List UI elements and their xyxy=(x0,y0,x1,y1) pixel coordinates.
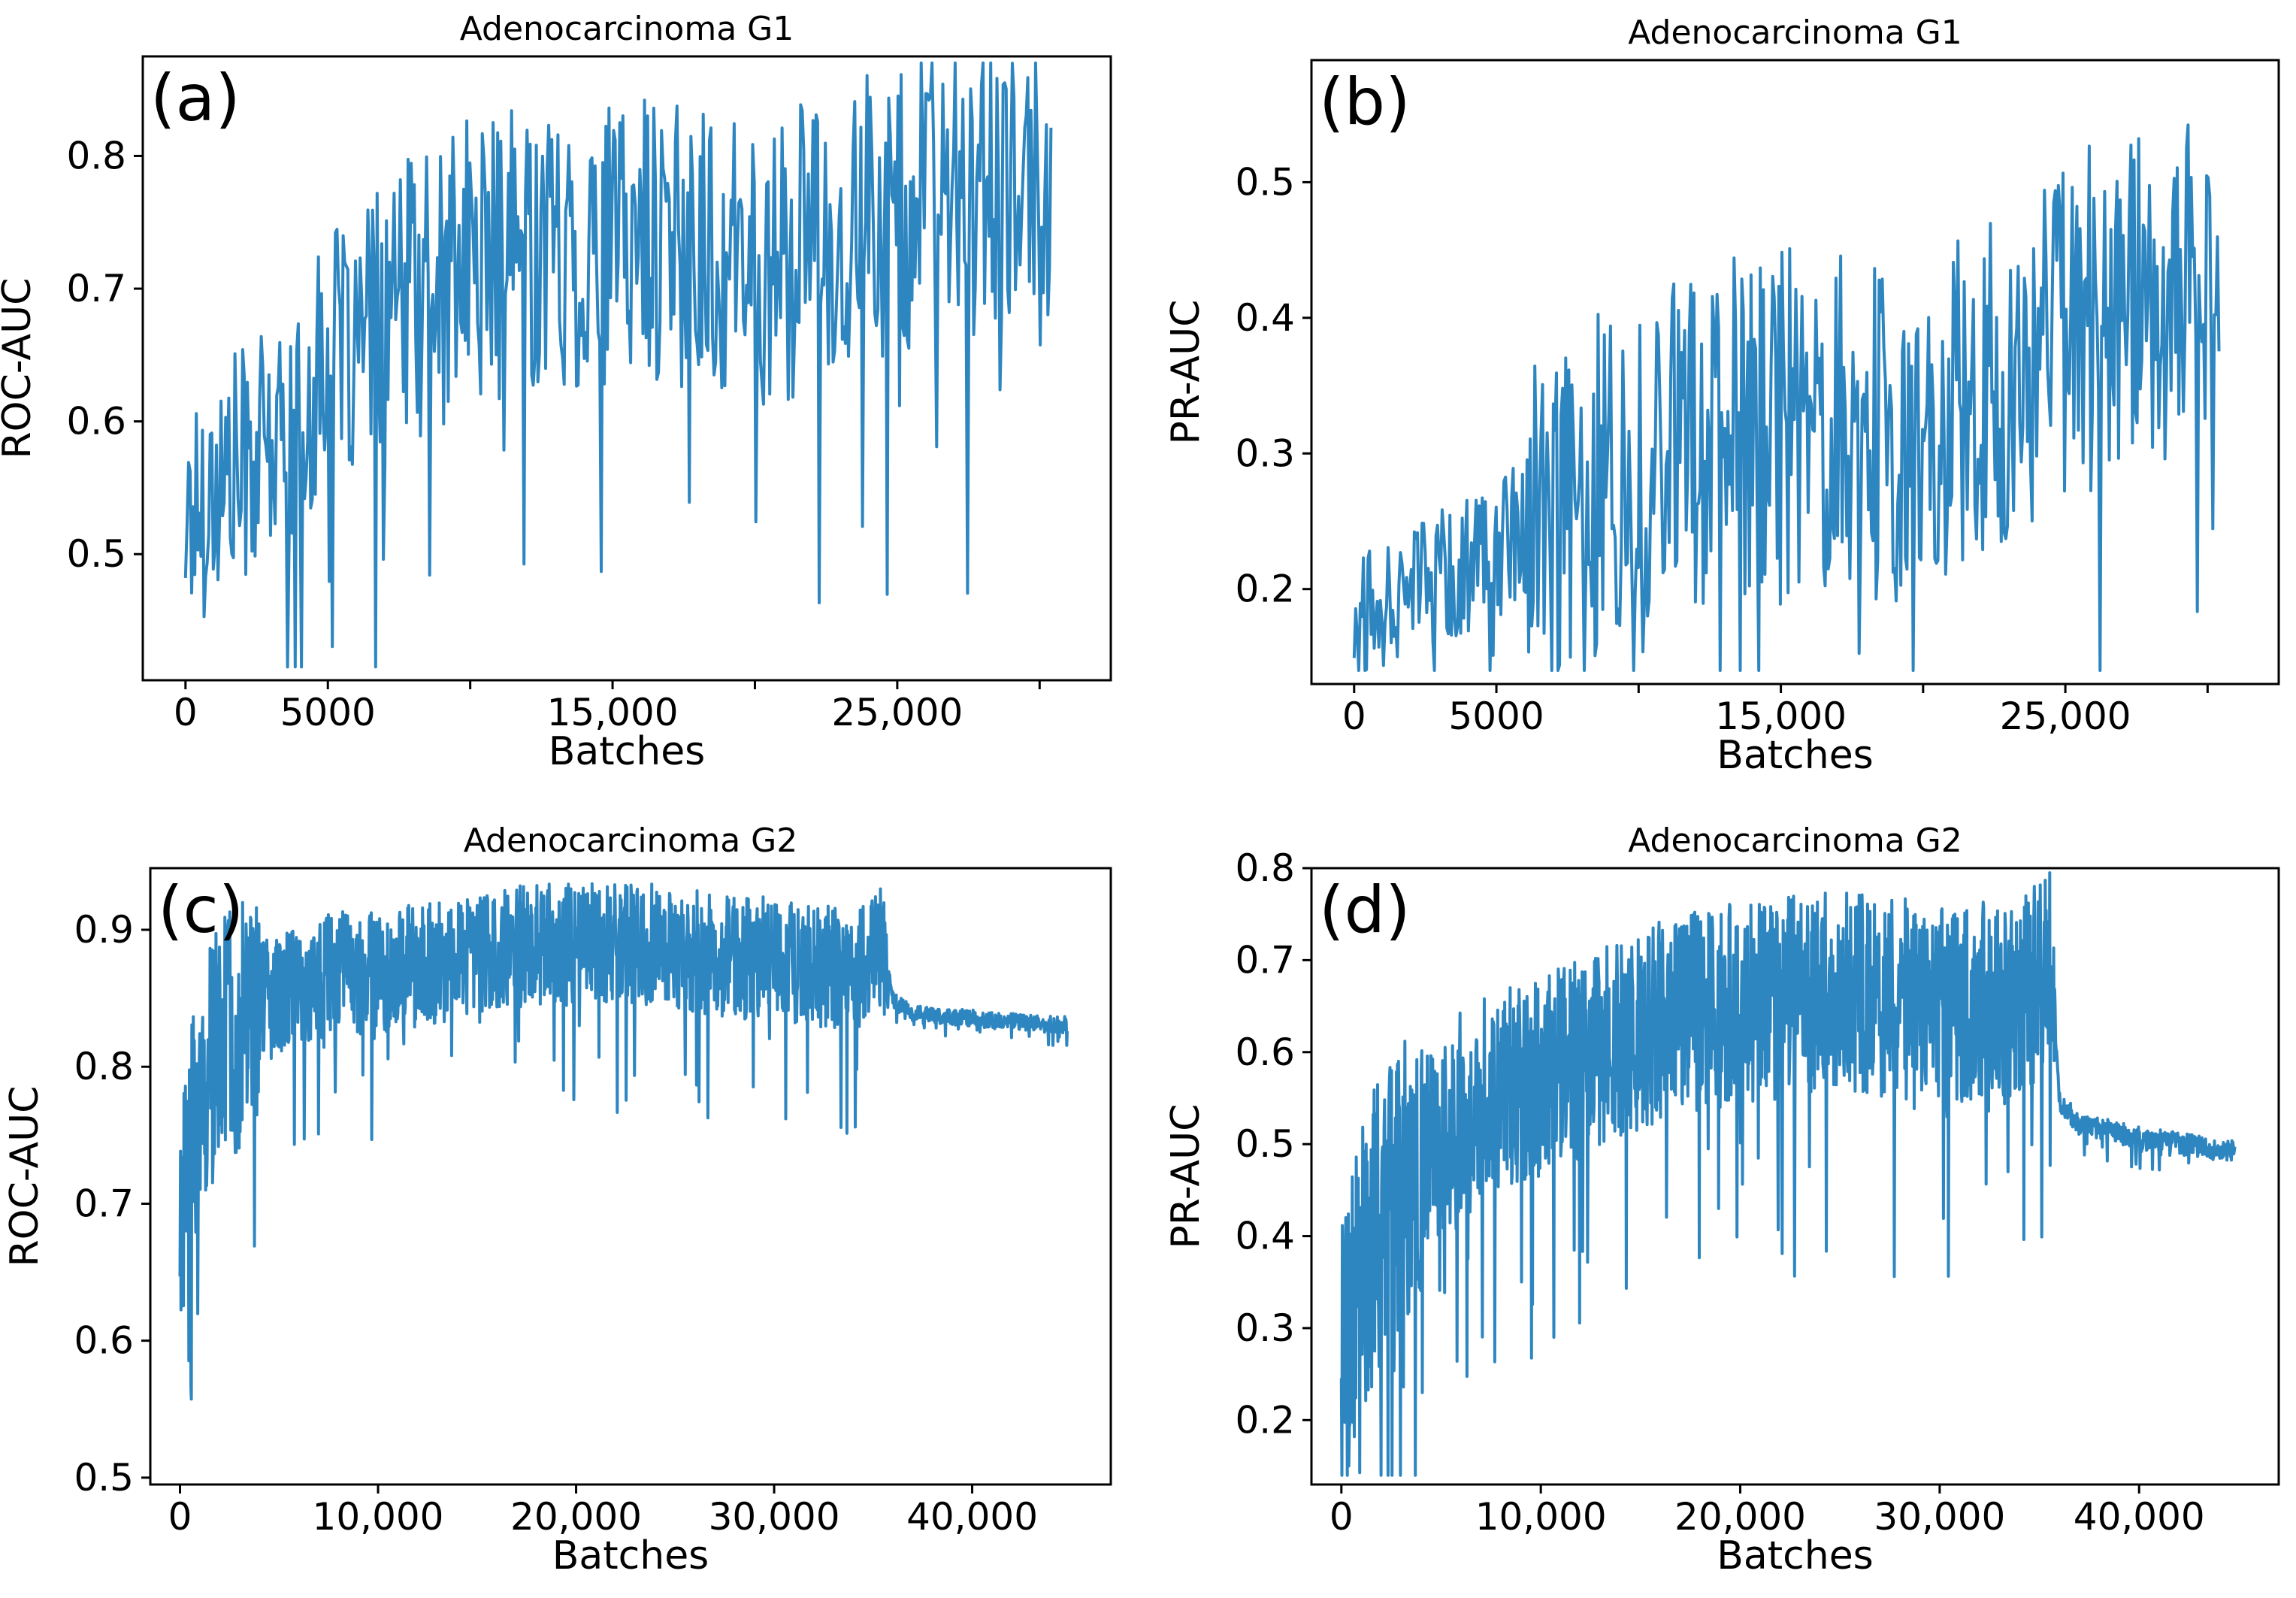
series-line-b xyxy=(1352,123,2221,672)
y-tick-label: 0.3 xyxy=(1235,1306,1295,1350)
x-tick-label: 10,000 xyxy=(1475,1495,1607,1539)
chart-panel-d: Adenocarcinoma G2 0 10,000 20,000 30,000 40,0… xyxy=(1163,822,2280,1578)
y-tick-label: 0.4 xyxy=(1235,296,1295,340)
x-tick-label: 25,000 xyxy=(831,691,963,734)
x-axis-label: Batches xyxy=(1717,1533,1874,1578)
x-axis-label: Batches xyxy=(552,1533,709,1578)
panel-label: (d) xyxy=(1319,873,1411,948)
plot-frame xyxy=(1310,867,2280,1486)
x-tick-label: 0 xyxy=(168,1495,192,1539)
y-tick-label: 0.7 xyxy=(74,1182,134,1225)
x-tick-label: 0 xyxy=(1330,1495,1354,1539)
y-axis-label: PR-AUC xyxy=(1163,300,1209,445)
x-tick-label: 40,000 xyxy=(2074,1495,2205,1539)
chart-title: Adenocarcinoma G2 xyxy=(464,822,798,860)
chart-title: Adenocarcinoma G1 xyxy=(1628,14,1962,52)
x-tick-label: 5000 xyxy=(1448,695,1544,738)
y-tick-label: 0.4 xyxy=(1235,1215,1295,1258)
panel-label: (c) xyxy=(158,873,244,948)
chart-panel-c: Adenocarcinoma G2 0 10,000 20,000 30,000 40,0… xyxy=(2,822,1112,1578)
panel-label: (a) xyxy=(150,61,240,136)
plot-frame xyxy=(1310,59,2280,686)
y-tick-label: 0.8 xyxy=(66,134,126,177)
x-tick-label: 25,000 xyxy=(2000,695,2131,738)
y-tick-label: 0.8 xyxy=(1235,846,1295,890)
x-tick-label: 0 xyxy=(174,691,198,734)
y-tick-label: 0.2 xyxy=(1235,567,1295,611)
y-tick-label: 0.5 xyxy=(1235,160,1295,204)
y-tick-label: 0.6 xyxy=(74,1319,134,1363)
x-tick-label: 15,000 xyxy=(1715,695,1847,738)
chart-title: Adenocarcinoma G2 xyxy=(1628,822,1962,860)
series-line-c xyxy=(178,882,1069,1401)
y-tick-label: 0.5 xyxy=(1235,1122,1295,1166)
y-tick-label: 0.6 xyxy=(1235,1031,1295,1074)
x-tick-label: 0 xyxy=(1342,695,1366,738)
panel-label: (b) xyxy=(1319,65,1411,140)
y-tick-label: 0.3 xyxy=(1235,431,1295,475)
x-tick-label: 20,000 xyxy=(1674,1495,1806,1539)
y-tick-label: 0.6 xyxy=(66,400,126,443)
chart-panel-b: Adenocarcinoma G1 0 5000 15,000 25,000 0.2 0.3… xyxy=(1163,14,2280,778)
plot-frame xyxy=(149,867,1112,1486)
series-line-d xyxy=(1339,871,2237,1477)
y-tick-label: 0.8 xyxy=(74,1045,134,1088)
x-tick-label: 40,000 xyxy=(906,1495,1038,1539)
chart-title: Adenocarcinoma G1 xyxy=(460,10,794,48)
y-tick-label: 0.9 xyxy=(74,908,134,952)
x-axis-label: Batches xyxy=(549,729,706,774)
x-axis-label: Batches xyxy=(1717,733,1874,778)
y-tick-label: 0.5 xyxy=(74,1456,134,1500)
y-tick-label: 0.7 xyxy=(66,267,126,310)
series-line-a xyxy=(183,61,1053,669)
x-tick-label: 15,000 xyxy=(547,691,679,734)
plot-frame xyxy=(141,55,1112,682)
x-tick-label: 30,000 xyxy=(709,1495,840,1539)
y-tick-label: 0.5 xyxy=(66,532,126,576)
y-axis-label: ROC-AUC xyxy=(2,1086,47,1267)
chart-panel-a: Adenocarcinoma G1 0 5000 15,000 25,000 0.5 0.6… xyxy=(0,10,1112,774)
x-tick-label: 5000 xyxy=(280,691,376,734)
y-axis-label: PR-AUC xyxy=(1163,1104,1209,1249)
x-tick-label: 20,000 xyxy=(510,1495,642,1539)
x-tick-label: 10,000 xyxy=(313,1495,444,1539)
x-tick-label: 30,000 xyxy=(1874,1495,2005,1539)
y-axis-label: ROC-AUC xyxy=(0,278,40,459)
y-tick-label: 0.2 xyxy=(1235,1398,1295,1442)
y-tick-label: 0.7 xyxy=(1235,938,1295,982)
